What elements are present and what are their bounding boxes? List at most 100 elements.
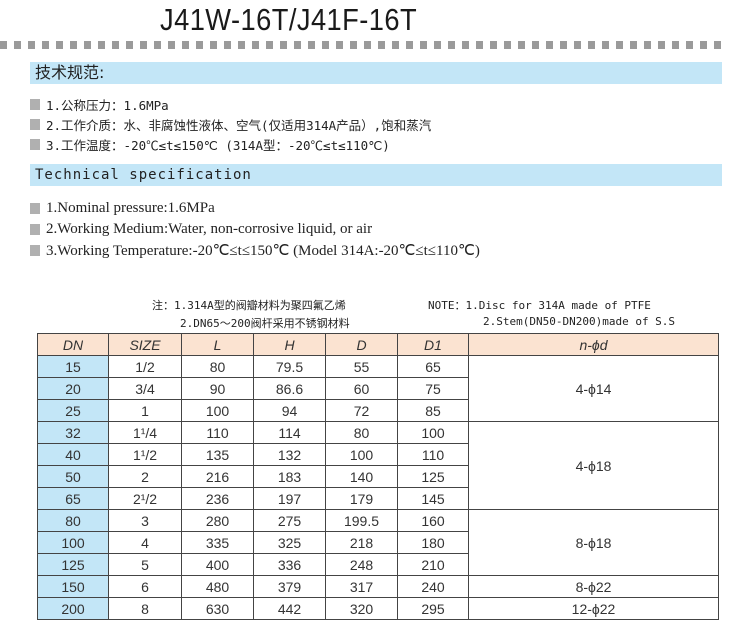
- table-cell: 210: [397, 553, 469, 576]
- table-row: 25 1 100 94 72 85: [37, 399, 719, 422]
- column-header: SIZE: [108, 333, 182, 356]
- table-cell: 320: [325, 597, 398, 620]
- table-cell: 140: [325, 465, 398, 488]
- holes-cell: 4-ϕ18: [468, 421, 719, 510]
- en-spec-item: 1.Nominal pressure:1.6MPa: [30, 198, 215, 218]
- table-cell: 114: [253, 421, 326, 444]
- table-cell: 6: [108, 575, 182, 598]
- table-cell: 1/2: [108, 355, 182, 378]
- table-cell: 160: [397, 509, 469, 532]
- table-cell: 480: [181, 575, 254, 598]
- table-cell: 180: [397, 531, 469, 554]
- note-cn-1: 注：1.314A型的阀瓣材料为聚四氟乙烯: [152, 299, 346, 312]
- table-cell: 1¹/4: [108, 421, 182, 444]
- table-cell: 79.5: [253, 355, 326, 378]
- table-cell: 32: [37, 421, 109, 444]
- table-cell: 65: [37, 487, 109, 510]
- cn-spec-item: 2.工作介质：水、非腐蚀性液体、空气(仅适用314A产品）,饱和蒸汽: [30, 114, 431, 134]
- table-cell: 94: [253, 399, 326, 422]
- table-cell: 200: [37, 597, 109, 620]
- note-en-2: 2.Stem(DN50-DN200)made of S.S: [483, 315, 676, 328]
- table-cell: 240: [397, 575, 469, 598]
- table-row: 15 1/2 80 79.5 55 65 4-ϕ14: [37, 355, 719, 422]
- table-cell: 86.6: [253, 377, 326, 400]
- table-cell: 100: [325, 443, 398, 466]
- table-cell: 295: [397, 597, 469, 620]
- table-cell: 110: [181, 421, 254, 444]
- table-cell: 125: [397, 465, 469, 488]
- table-cell: 65: [397, 355, 469, 378]
- table-cell: 90: [181, 377, 254, 400]
- table-cell: 1¹/2: [108, 443, 182, 466]
- table-cell: 85: [397, 399, 469, 422]
- table-cell: 630: [181, 597, 254, 620]
- table-cell: 216: [181, 465, 254, 488]
- table-cell: 80: [181, 355, 254, 378]
- table-cell: 3/4: [108, 377, 182, 400]
- bullet-square-icon: [30, 223, 40, 235]
- en-section-heading: Technical specification: [30, 164, 722, 186]
- table-cell: 325: [253, 531, 326, 554]
- holes-cell: 4-ϕ14: [468, 355, 719, 422]
- table-cell: 197: [253, 487, 326, 510]
- cn-section-heading: 技术规范:: [30, 62, 722, 84]
- table-cell: 199.5: [325, 509, 398, 532]
- table-cell: 150: [37, 575, 109, 598]
- table-cell: 3: [108, 509, 182, 532]
- cn-spec-item: 1.公称压力：1.6MPa: [30, 94, 169, 114]
- bullet-square-icon: [30, 244, 40, 256]
- table-cell: 5: [108, 553, 182, 576]
- note-en-1: NOTE：1.Disc for 314A made of PTFE: [428, 299, 651, 312]
- note-cn-2: 2.DN65～200阀杆采用不锈钢材料: [180, 317, 350, 330]
- table-cell: 20: [37, 377, 109, 400]
- en-spec-item: 2.Working Medium:Water, non-corrosive li…: [30, 219, 372, 239]
- table-row: 100 4 335 325 218 180: [37, 531, 719, 554]
- table-cell: 100: [37, 531, 109, 554]
- table-cell: 110: [397, 443, 469, 466]
- table-cell: 145: [397, 487, 469, 510]
- table-cell: 336: [253, 553, 326, 576]
- table-row: 32 1¹/4 110 114 80 100 4-ϕ18: [37, 421, 719, 510]
- holes-cell: 8-ϕ22: [468, 575, 719, 598]
- en-spec-item: 3.Working Temperature:-20℃≤t≤150℃ (Model…: [30, 240, 480, 260]
- column-header: D1: [397, 333, 469, 356]
- table-row: 200 8 630 442 320 295 12-ϕ22: [37, 597, 719, 620]
- table-cell: 75: [397, 377, 469, 400]
- cn-spec-item: 3.工作温度：-20℃≤t≤150℃ (314A型：-20℃≤t≤110℃): [30, 134, 390, 154]
- table-cell: 25: [37, 399, 109, 422]
- table-cell: 72: [325, 399, 398, 422]
- holes-cell: 8-ϕ18: [468, 509, 719, 576]
- table-cell: 100: [181, 399, 254, 422]
- table-cell: 50: [37, 465, 109, 488]
- table-row: 80 3 280 275 199.5 160 8-ϕ18: [37, 509, 719, 576]
- dimensions-table: DN SIZE L H D D1 n-ϕd 15 1/2 80 79.5 55 65 4-ϕ14 20 3/…: [37, 333, 719, 620]
- en-spec-text: 3.Working Temperature:-20℃≤t≤150℃ (Model…: [46, 242, 480, 259]
- en-spec-text: 2.Working Medium:Water, non-corrosive li…: [46, 220, 373, 237]
- cn-spec-text: 2.工作介质：水、非腐蚀性液体、空气(仅适用314A产品）,饱和蒸汽: [46, 117, 432, 133]
- bullet-square-icon: [30, 118, 40, 130]
- page-title: J41W-16T/J41F-16T: [160, 2, 418, 37]
- table-cell: 8: [108, 597, 182, 620]
- table-cell: 317: [325, 575, 398, 598]
- column-header: H: [253, 333, 326, 356]
- table-cell: 125: [37, 553, 109, 576]
- table-cell: 442: [253, 597, 326, 620]
- table-row: 150 6 480 379 317 240 8-ϕ22: [37, 575, 719, 598]
- table-cell: 55: [325, 355, 398, 378]
- table-cell: 1: [108, 399, 182, 422]
- table-cell: 400: [181, 553, 254, 576]
- cn-spec-text: 1.公称压力：1.6MPa: [46, 97, 169, 113]
- table-cell: 379: [253, 575, 326, 598]
- table-cell: 275: [253, 509, 326, 532]
- table-cell: 4: [108, 531, 182, 554]
- table-cell: 183: [253, 465, 326, 488]
- column-header: DN: [37, 333, 109, 356]
- table-cell: 60: [325, 377, 398, 400]
- bullet-square-icon: [30, 98, 40, 110]
- table-cell: 15: [37, 355, 109, 378]
- column-header: n-ϕd: [468, 333, 719, 356]
- table-cell: 132: [253, 443, 326, 466]
- cn-spec-text: 3.工作温度：-20℃≤t≤150℃ (314A型：-20℃≤t≤110℃): [46, 137, 390, 153]
- table-cell: 280: [181, 509, 254, 532]
- bullet-square-icon: [30, 202, 40, 214]
